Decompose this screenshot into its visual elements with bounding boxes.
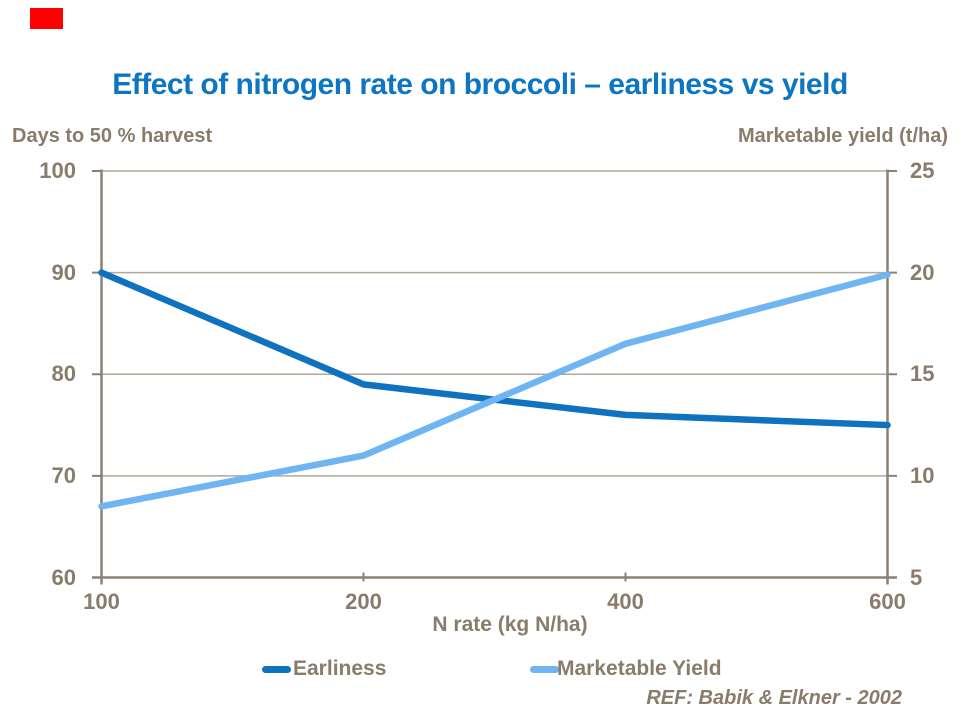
marketable-yield-line <box>98 271 891 510</box>
left-axis-tick-label: 100 <box>39 158 76 183</box>
reference-text: REF: Babik & Elkner - 2002 <box>646 687 902 709</box>
right-axis-tick-label: 20 <box>910 259 935 285</box>
red-accent-mark <box>30 8 63 29</box>
x-axis-tick-label: 600 <box>869 589 906 614</box>
earliness-legend-swatch <box>262 666 291 673</box>
x-axis-tick-label: 100 <box>83 589 120 614</box>
right-axis-tick-label: 5 <box>910 564 923 590</box>
x-axis-label: N rate (kg N/ha) <box>432 613 588 636</box>
right-axis-title: Marketable yield (t/ha) <box>737 125 948 147</box>
earliness-legend-label: Earliness <box>293 657 387 680</box>
left-axis-tick-label: 90 <box>51 259 76 285</box>
yield-legend-swatch <box>530 666 559 673</box>
right-axis-tick-label: 15 <box>910 361 935 387</box>
right-axis-tick-label: 25 <box>910 158 935 183</box>
x-axis-tick-label: 200 <box>345 589 382 614</box>
left-axis-tick-label: 80 <box>51 361 76 387</box>
chart-title: Effect of nitrogen rate on broccoli – ea… <box>112 68 848 101</box>
left-axis-tick-label: 60 <box>51 564 76 590</box>
x-axis-tick-label: 400 <box>607 589 644 614</box>
left-axis-title: Days to 50 % harvest <box>12 125 213 147</box>
right-axis-tick-label: 10 <box>910 462 935 488</box>
left-axis-tick-label: 70 <box>51 462 76 488</box>
yield-legend-label: Marketable Yield <box>557 657 722 680</box>
